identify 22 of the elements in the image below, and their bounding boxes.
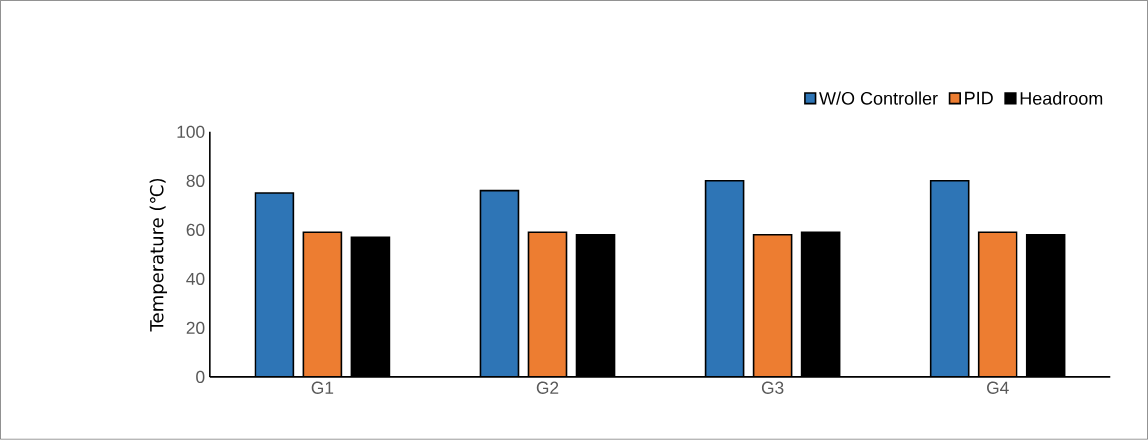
x-tick-label: G2	[536, 381, 559, 395]
y-tick-label: 0	[196, 370, 205, 384]
bar	[929, 180, 970, 378]
x-tick-label: G3	[761, 381, 784, 395]
bar	[303, 232, 342, 378]
bar	[753, 234, 792, 378]
bar	[528, 232, 567, 378]
legend-label: Headroom	[1020, 91, 1103, 105]
y-tick-label: 100	[177, 125, 205, 139]
y-tick-label: 80	[186, 174, 205, 188]
x-tick-label: G4	[987, 381, 1009, 395]
y-tick-label: 40	[186, 272, 205, 286]
bar	[480, 190, 519, 378]
bar	[255, 193, 294, 378]
legend-label: W/O Controller	[819, 91, 938, 105]
x-tick-label: G1	[311, 381, 334, 395]
y-axis-title: Temperature (℃)	[149, 179, 168, 332]
y-tick-label: 20	[186, 321, 205, 335]
y-tick-label: 60	[186, 223, 205, 237]
bar	[705, 180, 744, 378]
legend-label: PID	[965, 92, 993, 105]
bar	[977, 231, 1018, 378]
